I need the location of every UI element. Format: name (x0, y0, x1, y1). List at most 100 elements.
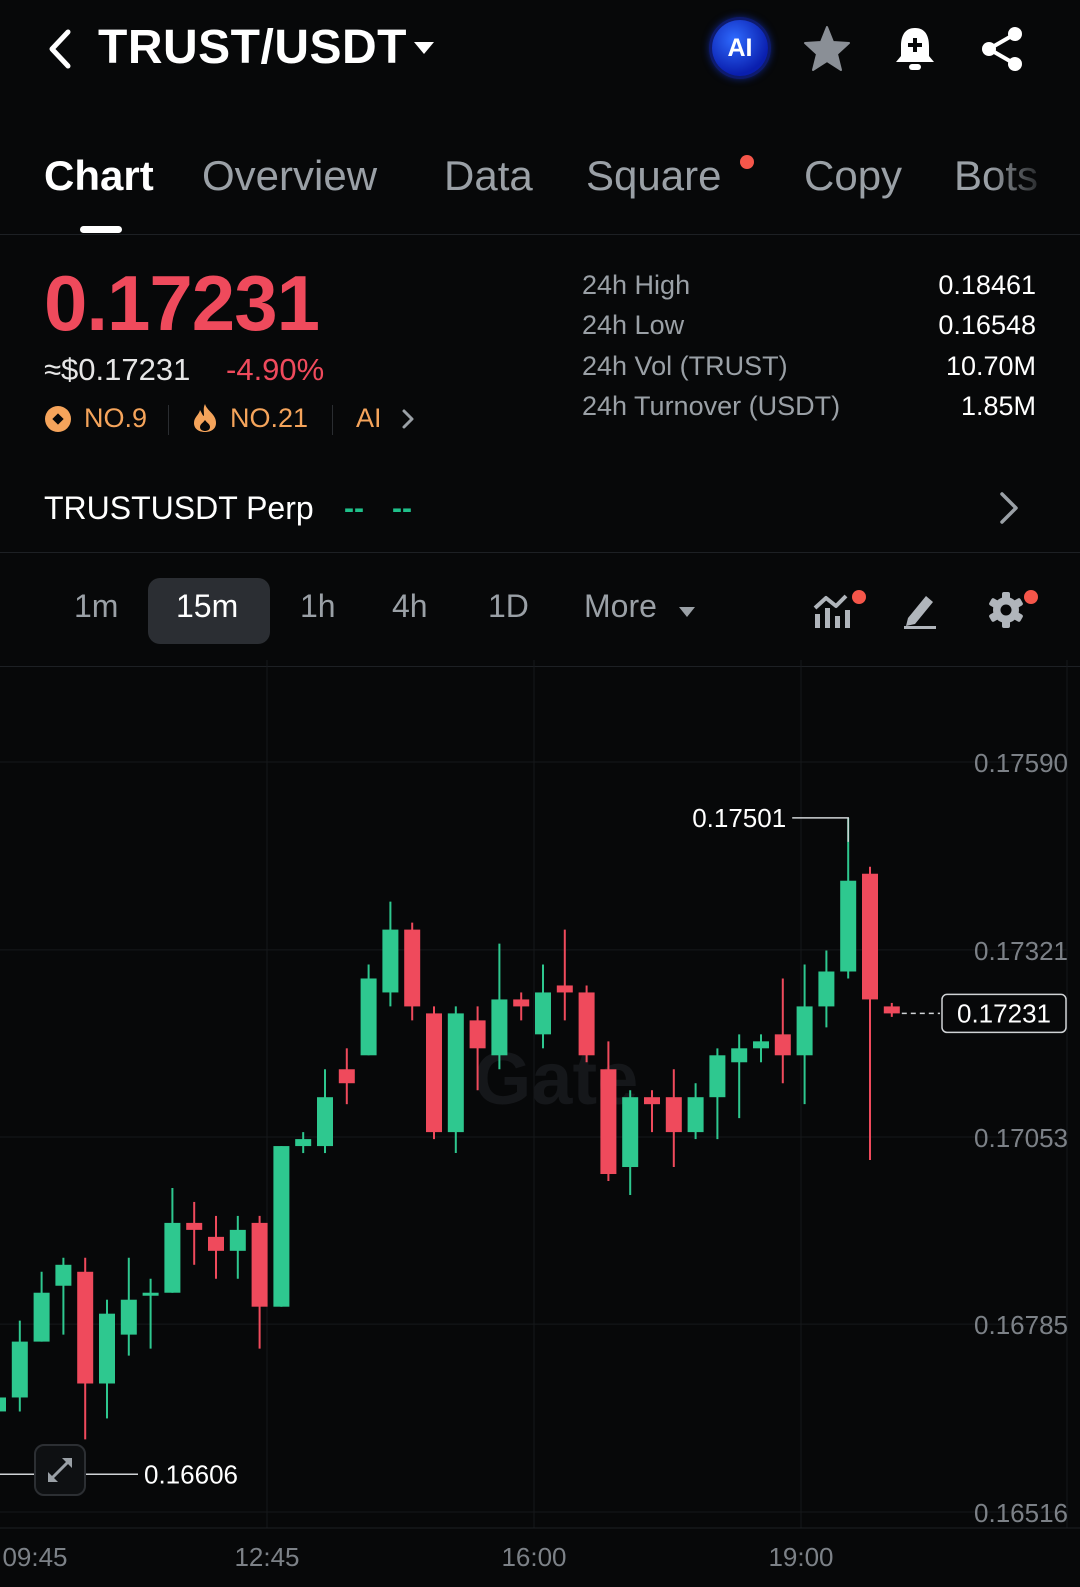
candle-body[interactable] (447, 1013, 464, 1133)
tab-chart[interactable]: Chart (44, 152, 154, 199)
fullscreen-button[interactable] (34, 1444, 86, 1496)
interval-1d[interactable]: 1D (488, 588, 529, 624)
candle-body[interactable] (426, 1013, 442, 1133)
candle-body[interactable] (0, 1397, 6, 1412)
candle-body[interactable] (709, 1055, 726, 1098)
candle-body[interactable] (491, 999, 508, 1056)
candle-body[interactable] (578, 992, 595, 1056)
perp-change: -- (392, 492, 412, 525)
candle-body[interactable] (317, 1097, 333, 1147)
change-percent: -4.90% (226, 352, 325, 387)
candle-body[interactable] (600, 1069, 617, 1175)
candle-body[interactable] (513, 999, 530, 1007)
candle-body[interactable] (273, 1146, 290, 1307)
candle-body[interactable] (99, 1313, 115, 1384)
stat-value: 0.18461 (938, 270, 1036, 300)
stat-value: 10.70M (945, 351, 1036, 381)
ai-link[interactable]: AI (356, 403, 382, 433)
candle-body[interactable] (382, 929, 399, 993)
candle-body[interactable] (469, 1020, 486, 1049)
notification-dot (852, 590, 866, 604)
interval-more[interactable]: More (584, 588, 657, 624)
pair-title[interactable]: TRUST/USDT (98, 21, 407, 74)
interval-1h[interactable]: 1h (300, 588, 336, 624)
tab-square[interactable]: Square (586, 152, 722, 199)
separator (332, 405, 333, 435)
candle-body[interactable] (774, 1034, 791, 1056)
candle-body[interactable] (883, 1006, 900, 1014)
hot-rank-badge[interactable]: NO.21 (230, 403, 309, 433)
y-tick-label: 0.17053 (974, 1123, 1068, 1153)
candle-body[interactable] (665, 1097, 682, 1133)
separator (168, 405, 169, 435)
stat-label: 24h Turnover (USDT) (582, 391, 841, 421)
caret-down-icon[interactable] (412, 40, 436, 56)
candle-body[interactable] (862, 873, 878, 1000)
bell-plus-icon[interactable] (890, 24, 940, 74)
star-icon[interactable] (802, 24, 852, 74)
tab-overview[interactable]: Overview (202, 152, 378, 199)
candle-body[interactable] (208, 1236, 224, 1251)
candle-body[interactable] (120, 1299, 137, 1335)
candle-body[interactable] (338, 1069, 355, 1084)
candle-body[interactable] (360, 978, 377, 1056)
draw-pencil-icon[interactable] (900, 590, 940, 630)
divider (0, 666, 1080, 667)
tab-data[interactable]: Data (444, 152, 533, 199)
candle-body[interactable] (535, 992, 551, 1035)
indicators-icon[interactable] (812, 590, 854, 630)
y-tick-label: 0.17590 (974, 748, 1068, 778)
candle-body[interactable] (11, 1341, 28, 1398)
candle-body[interactable] (229, 1229, 246, 1251)
candle-body[interactable] (556, 985, 573, 993)
chevron-right-icon[interactable] (994, 490, 1024, 526)
candle-body[interactable] (186, 1222, 203, 1230)
x-tick-label: 16:00 (501, 1542, 566, 1572)
interval-1m[interactable]: 1m (74, 588, 119, 624)
expand-icon (48, 1458, 72, 1482)
interval-15m[interactable]: 15m (176, 588, 239, 624)
tabs-fade (990, 140, 1080, 210)
candle-body[interactable] (295, 1139, 312, 1147)
notification-dot (740, 155, 754, 169)
stat-label: 24h High (582, 270, 691, 300)
candle-body[interactable] (77, 1271, 94, 1384)
stat-label: 24h Vol (TRUST) (582, 351, 788, 381)
back-icon[interactable] (42, 26, 78, 72)
candle-body[interactable] (33, 1292, 50, 1342)
active-tab-indicator (80, 226, 122, 233)
y-tick-label: 0.17321 (974, 936, 1068, 966)
candle-body[interactable] (622, 1097, 639, 1168)
y-tick-label: 0.16516 (974, 1498, 1068, 1528)
last-price-tag (941, 993, 1067, 1034)
candle-body[interactable] (731, 1048, 748, 1063)
candle-body[interactable] (251, 1222, 268, 1307)
y-tick-label: 0.16785 (974, 1310, 1068, 1340)
candle-body[interactable] (687, 1097, 704, 1133)
candlestick-chart[interactable]: Gate0.175900.173210.170530.167850.165160… (0, 660, 1080, 1587)
chevron-right-icon[interactable] (400, 408, 416, 430)
candle-body[interactable] (818, 971, 835, 1007)
gear-icon[interactable] (986, 590, 1026, 630)
candle-body[interactable] (796, 1006, 813, 1056)
caret-down-icon[interactable] (678, 606, 696, 618)
low-marker-label: 0.16606 (144, 1459, 238, 1489)
perp-price: -- (344, 492, 364, 525)
share-icon[interactable] (978, 24, 1028, 74)
divider (0, 234, 1080, 235)
fire-icon (194, 404, 216, 432)
x-tick-label: 12:45 (234, 1542, 299, 1572)
interval-4h[interactable]: 4h (392, 588, 428, 624)
candle-body[interactable] (753, 1041, 769, 1049)
candle-body[interactable] (55, 1264, 72, 1286)
tab-copy[interactable]: Copy (804, 152, 903, 199)
candle-body[interactable] (404, 929, 421, 1007)
divider (0, 552, 1080, 553)
perp-label[interactable]: TRUSTUSDT Perp (44, 490, 314, 526)
candle-body[interactable] (164, 1222, 181, 1293)
candle-body[interactable] (840, 880, 857, 972)
candle-body[interactable] (142, 1292, 159, 1296)
candle-body[interactable] (644, 1097, 660, 1105)
ai-assistant-button[interactable]: AI (712, 20, 768, 76)
rank-badge[interactable]: NO.9 (84, 403, 148, 433)
